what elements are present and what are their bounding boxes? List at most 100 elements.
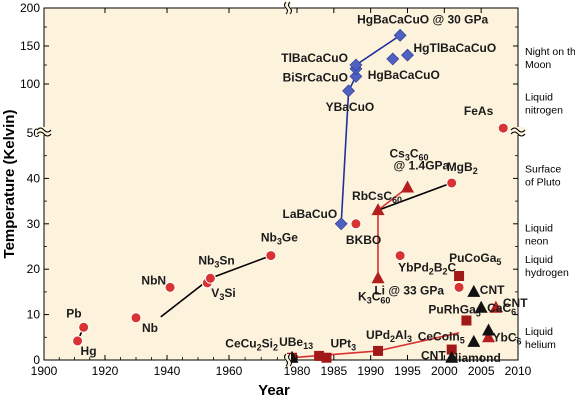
point-label: YbC6 bbox=[493, 330, 522, 346]
point-label: UBe13 bbox=[279, 335, 313, 351]
reference-label: Liquid bbox=[525, 222, 553, 234]
trend-line bbox=[377, 182, 452, 211]
x-axis-break-mark bbox=[284, 1, 288, 15]
point-label: Nb3Ge bbox=[261, 231, 298, 247]
point-label: CeCu2Si2 bbox=[225, 337, 278, 353]
data-point-circle bbox=[394, 250, 406, 262]
data-point-diamond bbox=[334, 217, 348, 231]
data-point-triangle bbox=[371, 271, 385, 284]
point-label: PuCoGa5 bbox=[449, 251, 501, 267]
reference-label: Liquid bbox=[525, 92, 553, 104]
point-label: Nb3Sn bbox=[198, 253, 234, 269]
y-tick-label: 40 bbox=[27, 171, 41, 185]
data-point-circle bbox=[72, 335, 84, 347]
data-point-diamond bbox=[342, 84, 355, 98]
point-label: CeCoIn5 bbox=[418, 330, 465, 346]
point-label: CNT bbox=[421, 349, 446, 363]
data-point-circle bbox=[446, 177, 458, 189]
trend-line bbox=[340, 90, 350, 224]
reference-label: helium bbox=[525, 339, 556, 351]
data-point-triangle bbox=[489, 300, 503, 313]
data-point-triangle bbox=[445, 350, 459, 363]
point-label: Pb bbox=[66, 306, 81, 320]
plot-area bbox=[43, 7, 519, 361]
data-point-triangle bbox=[401, 180, 414, 193]
data-point-circle bbox=[453, 281, 465, 293]
data-point-circle bbox=[350, 218, 362, 230]
point-label: HgTlBaCaCuO bbox=[414, 41, 497, 55]
y-tick-label: 30 bbox=[27, 217, 41, 231]
x-tick-label: 2000 bbox=[431, 364, 458, 378]
point-label: V3Si bbox=[211, 286, 235, 302]
point-label: FeAs bbox=[464, 104, 494, 118]
trend-line bbox=[291, 350, 379, 359]
x-tick-label: 1985 bbox=[320, 364, 347, 378]
x-tick-label: 1920 bbox=[92, 364, 119, 378]
data-point-circle bbox=[497, 122, 509, 134]
trend-line bbox=[160, 277, 211, 318]
data-point-square bbox=[373, 345, 384, 356]
x-axis-label: Year bbox=[258, 382, 290, 399]
point-label: Hg bbox=[81, 344, 97, 358]
data-point-diamond bbox=[393, 28, 407, 42]
x-tick-label: 1995 bbox=[394, 364, 421, 378]
point-label: TlBaCaCuO bbox=[281, 51, 348, 65]
data-point-square bbox=[461, 315, 472, 326]
x-axis-break-gap bbox=[285, 2, 291, 14]
x-tick-label: 2005 bbox=[468, 364, 495, 378]
reference-label: Liquid bbox=[525, 326, 553, 338]
y-axis-break-mark bbox=[36, 127, 52, 133]
reference-label: Liquid bbox=[525, 254, 553, 266]
point-label: LaBaCuO bbox=[283, 207, 338, 221]
x-tick-label: 1960 bbox=[216, 364, 243, 378]
y-tick-label: 100 bbox=[20, 77, 40, 91]
point-label: Cs3C60 bbox=[390, 146, 429, 162]
y-axis-break-gap bbox=[37, 127, 51, 135]
reference-label: Moon bbox=[525, 59, 551, 71]
data-point-circle bbox=[265, 250, 277, 262]
point-label: UPd2Al3 bbox=[366, 328, 412, 344]
x-tick-label: 1990 bbox=[357, 364, 384, 378]
data-point-square bbox=[321, 352, 332, 363]
data-point-circle bbox=[164, 281, 176, 293]
point-label: PuRhGa5 bbox=[428, 303, 480, 319]
point-label: MgB2 bbox=[447, 160, 478, 176]
x-axis-break-gap bbox=[285, 354, 291, 366]
data-point-circle bbox=[78, 321, 90, 333]
point-label: YbPd2B2C bbox=[398, 261, 456, 277]
data-point-square bbox=[454, 271, 465, 282]
data-point-triangle bbox=[482, 330, 496, 343]
reference-label: hydrogen bbox=[525, 267, 569, 279]
x-tick-label: 1900 bbox=[31, 364, 58, 378]
point-label: CNT bbox=[480, 283, 505, 297]
trend-line bbox=[355, 34, 401, 66]
data-point-triangle bbox=[467, 284, 481, 297]
y-tick-label: 10 bbox=[27, 308, 41, 322]
data-point-circle bbox=[130, 312, 142, 324]
x-axis-break-mark bbox=[288, 1, 292, 15]
data-point-diamond bbox=[401, 48, 414, 62]
data-point-triangle bbox=[371, 203, 385, 216]
trend-line bbox=[377, 332, 460, 352]
reference-label: neon bbox=[525, 235, 549, 247]
point-label: CaC6 bbox=[487, 301, 516, 317]
point-label: NbN bbox=[141, 273, 166, 287]
data-point-circle bbox=[204, 272, 216, 284]
y-tick-label: 200 bbox=[20, 1, 40, 15]
point-label: UPt3 bbox=[330, 337, 356, 353]
x-tick-label: 1940 bbox=[154, 364, 181, 378]
data-point-square bbox=[446, 344, 457, 355]
point-label: BiSrCaCuO bbox=[283, 70, 348, 84]
reference-label: nitrogen bbox=[525, 105, 563, 117]
y-tick-label: 20 bbox=[27, 262, 41, 276]
reference-label: Surface bbox=[525, 163, 561, 175]
y-axis-break-mark bbox=[510, 127, 526, 133]
data-point-square bbox=[314, 350, 325, 361]
data-point-triangle bbox=[482, 323, 496, 336]
data-point-triangle bbox=[474, 300, 488, 313]
data-point-diamond bbox=[349, 58, 363, 72]
x-axis-break-mark bbox=[284, 353, 288, 367]
y-tick-label: 0 bbox=[33, 353, 40, 367]
point-label: Li @ 33 GPa bbox=[374, 283, 444, 297]
